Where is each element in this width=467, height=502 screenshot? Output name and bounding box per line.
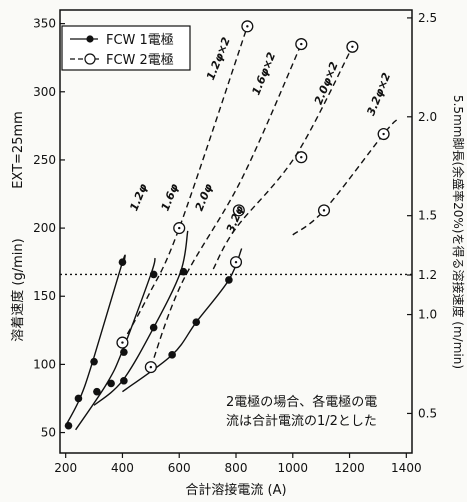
data-point-open-center [178, 226, 181, 230]
series-label: 1.2φ [127, 182, 150, 213]
y-left-tick-label: 150 [33, 289, 56, 303]
data-point-filled [168, 351, 176, 359]
x-tick-label: 400 [111, 461, 134, 475]
y-right-tick-label: 1.0 [418, 308, 437, 322]
x-tick-label: 1000 [278, 461, 309, 475]
y-left-tick-label: 250 [33, 153, 56, 167]
data-point-filled [107, 379, 115, 388]
data-point-filled [64, 421, 73, 430]
data-point-open-center [234, 260, 238, 264]
x-axis-title: 合計溶接電流 (A) [185, 482, 286, 498]
y-right-tick-label: 2.5 [418, 11, 437, 25]
series-label: 1.6φ [159, 182, 182, 213]
y-axis-right-title: 5.5mm脚長(余盛率20%)を得る溶接速度 (m/min) [451, 95, 466, 369]
legend-label-2: FCW 2電極 [106, 52, 174, 68]
y-right-tick-label: 0.5 [418, 406, 437, 420]
y-left-tick-label: 50 [41, 426, 56, 440]
data-point-open-center [246, 25, 249, 28]
data-point-filled [93, 387, 101, 396]
data-point-open-center [149, 365, 153, 369]
x-tick-label: 600 [168, 461, 191, 475]
data-point-open-center [300, 156, 303, 159]
data-point-open-center [382, 132, 385, 136]
x-tick-label: 1200 [334, 461, 365, 475]
y-right-tick-label: 1.5 [418, 209, 437, 223]
data-point-open-center [322, 209, 326, 212]
note-line-1: 2電極の場合、各電極の電 [226, 394, 377, 410]
legend-marker-filled [86, 35, 94, 43]
legend-label-1: FCW 1電極 [106, 32, 174, 48]
data-point-filled [225, 276, 233, 284]
data-point-filled [149, 323, 158, 332]
series-line [150, 43, 302, 368]
y-left-tick-label: 200 [33, 221, 56, 235]
y-left-tick-label: 300 [33, 85, 56, 99]
data-point-open-center [300, 42, 303, 46]
data-point-filled [90, 357, 98, 366]
y-right-tick-label: 1.2 [418, 268, 437, 282]
data-point-open-center [121, 341, 124, 344]
data-point-filled [179, 267, 188, 276]
data-point-open-center [237, 209, 241, 212]
series-label: 1.2φ×2 [204, 35, 233, 82]
y-axis-left-title: 溶着速度 (g/min) [10, 238, 26, 341]
legend-marker-open [84, 53, 96, 65]
series-line [292, 118, 399, 236]
y-left-tick-label: 350 [33, 17, 56, 31]
series-label: 3.2φ [224, 203, 247, 234]
legend [61, 25, 191, 71]
series-line [212, 46, 354, 270]
series-label: 2.0φ [193, 182, 216, 213]
data-point-filled [120, 376, 128, 385]
ext-label: EXT=25mm [11, 111, 26, 189]
data-point-filled [74, 394, 83, 403]
x-tick-label: 800 [225, 461, 248, 475]
x-tick-label: 200 [54, 461, 77, 475]
axis-ticks: 200 400 600 800 1000 1200 1400 50 100 150 200 250 30… [33, 11, 437, 475]
y-right-tick-label: 2.0 [418, 110, 437, 124]
series-label: 1.6φ×2 [249, 50, 278, 97]
y-left-tick-label: 100 [33, 357, 56, 371]
series-label: 2.0φ×2 [312, 60, 341, 107]
data-point-filled [192, 318, 201, 326]
data-point-filled [118, 258, 127, 266]
series-label: 3.2φ×2 [364, 71, 393, 118]
data-markers [64, 20, 390, 430]
data-point-filled [120, 348, 128, 356]
data-point-open-center [351, 45, 354, 49]
note-line-2: 流は合計電流の1/2とした [226, 413, 377, 429]
data-point-filled [149, 270, 158, 279]
x-tick-label: 1400 [391, 461, 422, 475]
series-line [121, 26, 249, 343]
